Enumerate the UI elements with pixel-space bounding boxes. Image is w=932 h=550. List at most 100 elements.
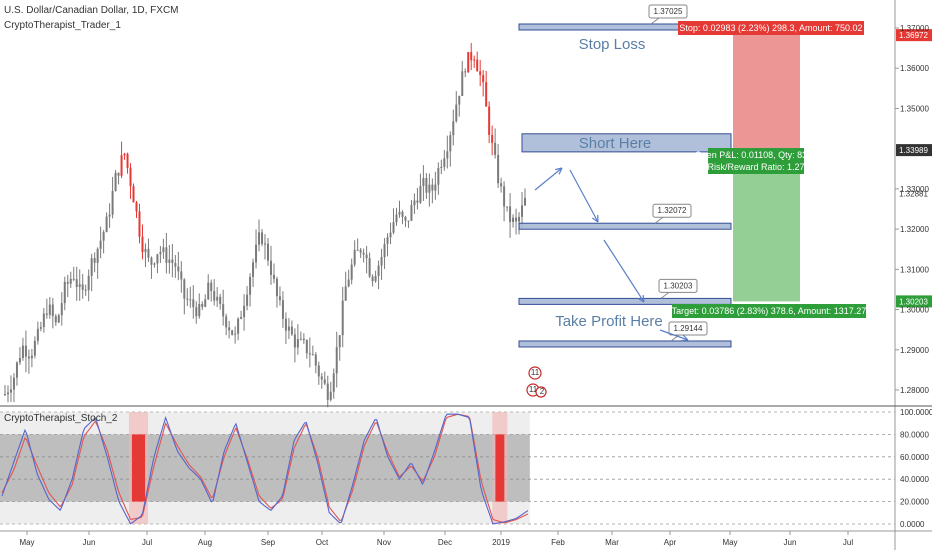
candle-body <box>159 252 162 255</box>
stoch-d-line <box>1 413 529 524</box>
candle-body <box>341 300 344 336</box>
candle-body <box>228 327 231 331</box>
position-tool[interactable]: Stop: 0.02983 (2.23%) 298.3, Amount: 750… <box>672 21 932 318</box>
candle-body <box>84 289 87 291</box>
candle-body <box>455 104 458 122</box>
candle-body <box>243 305 246 317</box>
candle-body <box>18 357 21 363</box>
stoch-tick-label: 20.0000 <box>900 498 929 507</box>
candle-body <box>440 166 443 168</box>
candle-body <box>467 52 470 73</box>
candle-body <box>42 313 45 328</box>
candle-body <box>524 197 527 206</box>
candle-body <box>120 155 123 176</box>
candle-body <box>362 252 365 255</box>
candle-body <box>395 214 398 223</box>
candle-body <box>353 249 356 265</box>
candle-body <box>509 206 512 223</box>
candle-body <box>255 244 258 263</box>
candle-body <box>446 151 449 159</box>
candle-body <box>305 339 308 354</box>
time-tick-label: Oct <box>316 538 329 547</box>
price-tick-label: 1.35000 <box>900 104 929 113</box>
candle-body <box>482 74 485 83</box>
zone-price-label: 1.29144 <box>674 324 703 333</box>
candle-body <box>323 379 326 384</box>
candle-body <box>407 220 410 222</box>
candle-body <box>21 345 24 358</box>
price-tick-label: 1.31000 <box>900 265 929 274</box>
target-axis-label-bg <box>896 295 932 308</box>
open-pnl-tag-text: Open P&L: 0.01108, Qty: 8380 <box>695 150 817 160</box>
time-tick-label: Nov <box>377 538 391 547</box>
candle-body <box>506 206 509 208</box>
price-tick-label: 1.28000 <box>900 386 929 395</box>
candle-body <box>296 339 299 348</box>
price-tick-label: 1.33000 <box>900 185 929 194</box>
candle-body <box>15 362 18 378</box>
candle-body <box>287 326 290 331</box>
candle-body <box>186 298 189 300</box>
candle-body <box>422 178 425 186</box>
candle-body <box>515 217 518 222</box>
candle-body <box>320 376 323 380</box>
candle-body <box>473 59 476 61</box>
candle-body <box>261 232 264 244</box>
candle-body <box>153 263 156 265</box>
candle-body <box>135 202 138 212</box>
candle-body <box>141 236 144 253</box>
stochastic-pane <box>1 412 529 525</box>
stop-tag-text: Stop: 0.02983 (2.23%) 298.3, Amount: 750… <box>679 23 862 33</box>
price-candles <box>4 42 527 408</box>
candle-body <box>347 279 350 287</box>
time-tick-label: 2019 <box>492 538 510 547</box>
time-tick-label: Jun <box>784 538 797 547</box>
candle-body <box>497 154 500 184</box>
zone-callout-line <box>650 17 660 25</box>
candle-body <box>156 254 159 264</box>
trade-arrows <box>534 167 689 342</box>
candle-body <box>344 286 347 301</box>
zone-price-label: 1.30203 <box>664 281 693 290</box>
candle-body <box>398 211 401 215</box>
trend-arrow <box>569 169 599 223</box>
candle-body <box>413 200 416 206</box>
candle-body <box>126 153 129 168</box>
arrow-head <box>642 294 645 303</box>
candle-body <box>299 338 302 340</box>
candle-body <box>69 278 72 284</box>
candle-body <box>416 200 419 203</box>
open-pnl-tag-bg <box>708 148 804 174</box>
zone-price-box <box>652 203 692 218</box>
arrow-head <box>591 217 599 223</box>
candle-body <box>93 258 96 263</box>
candle-body <box>4 394 6 396</box>
time-tick-label: May <box>19 538 34 547</box>
entry-axis-label-bg <box>896 144 932 157</box>
zone-short-box <box>521 133 732 153</box>
candle-body <box>51 304 54 317</box>
time-tick-label: Apr <box>664 538 677 547</box>
candle-body <box>434 184 437 191</box>
candle-body <box>183 279 186 299</box>
candle-body <box>90 258 93 276</box>
stoch-band <box>0 434 530 502</box>
zone-label-take-profit: Take Profit Here <box>555 313 663 330</box>
stoch-tick-label: 0.0000 <box>900 520 925 529</box>
trend-arrow <box>603 239 645 303</box>
candle-body <box>207 282 210 300</box>
zone-price-box <box>648 4 688 19</box>
candle-body <box>264 243 267 245</box>
candle-body <box>290 326 293 335</box>
time-tick-label: Jul <box>843 538 853 547</box>
candle-body <box>225 316 228 328</box>
candle-body <box>201 303 204 307</box>
candle-body <box>278 296 281 301</box>
stoch-tick-label: 80.0000 <box>900 430 929 439</box>
zone-price-label: 1.32072 <box>658 206 687 215</box>
candle-body <box>437 167 440 185</box>
candle-body <box>470 52 473 61</box>
candle-body <box>63 281 66 304</box>
zone-band <box>518 297 732 305</box>
